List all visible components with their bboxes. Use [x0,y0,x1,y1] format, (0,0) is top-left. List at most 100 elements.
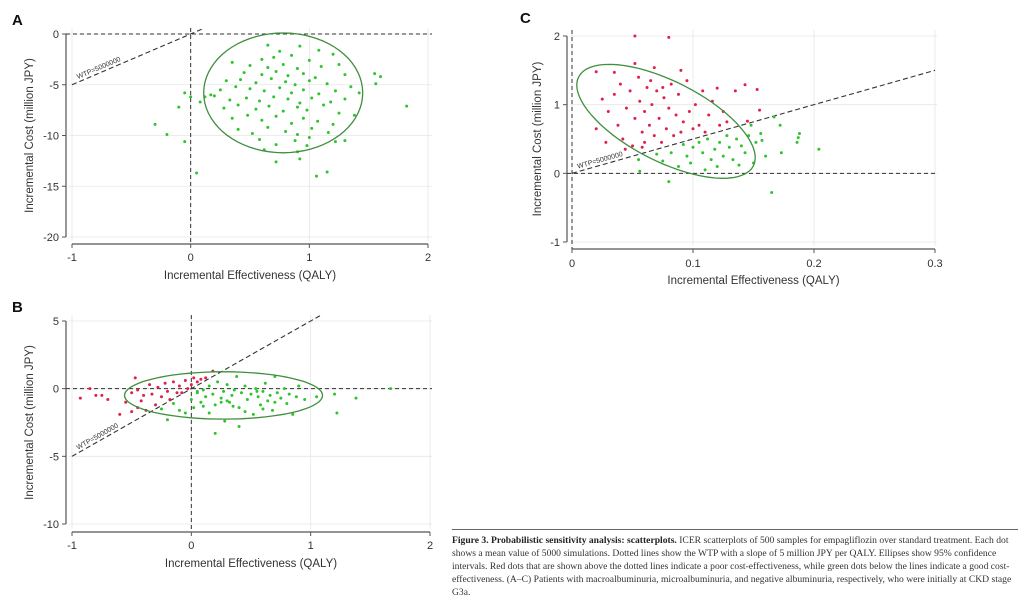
data-point [758,108,762,112]
data-point [286,74,290,78]
data-point [160,407,163,411]
data-point [681,142,685,146]
data-point [195,380,199,384]
data-point [130,410,134,414]
data-point [232,388,236,392]
data-point [691,127,695,131]
data-point [749,123,753,127]
series-poor [594,34,762,151]
data-point [94,393,98,397]
data-point [735,137,739,141]
data-point [263,381,267,385]
data-point [643,140,647,144]
data-point [662,96,666,100]
data-point [124,400,128,404]
y-tick-label: -5 [49,451,59,463]
data-point [703,130,707,134]
data-point [650,103,654,107]
data-point [633,116,637,120]
data-point [223,419,227,423]
data-point [230,393,234,397]
data-point [315,395,319,399]
x-tick-label: 0 [569,258,575,270]
data-point [254,81,258,85]
data-point [333,140,337,144]
y-axis-title: Incremental Cost (million JPY) [24,345,36,500]
data-point [273,400,277,404]
data-point [279,396,283,400]
data-point [661,159,665,163]
data-point [325,82,329,86]
data-point [186,387,190,391]
data-point [770,191,774,195]
x-tick-label: -1 [67,252,77,264]
data-point [337,111,341,115]
data-point [655,152,659,156]
data-point [307,79,311,83]
data-point [718,123,722,127]
data-point [721,154,725,158]
data-point [329,100,333,104]
data-point [209,93,213,97]
data-point [257,99,261,103]
data-point [274,114,278,118]
data-point [177,408,181,412]
y-axis-title: Incremental Cost (million JPY) [532,62,544,217]
data-point [266,399,270,403]
data-point [274,70,278,74]
x-axis-title: Incremental Effectiveness (QALY) [667,275,839,287]
y-axis-title: Incremental Cost (million JPY) [24,58,36,213]
y-tick-label: 5 [53,316,59,328]
data-point [295,105,299,109]
data-point [713,147,717,151]
data-point [207,411,211,415]
data-point [211,392,215,396]
data-point [628,89,632,93]
caption-body: ICER scatterplots of 500 samples for emp… [452,535,1012,598]
data-point [207,384,211,388]
data-point [256,395,260,399]
data-point [667,180,671,184]
data-point [212,94,216,98]
data-point [633,61,637,65]
data-point [260,73,264,77]
y-tick-label: 0 [53,29,59,41]
data-point [150,392,154,396]
data-point [201,388,205,392]
data-point [637,75,641,79]
data-point [237,406,241,410]
data-point [725,120,729,124]
x-tick-label: 2 [427,540,433,552]
data-point [796,136,800,140]
x-tick-label: 0.2 [806,258,821,270]
data-point [248,87,252,91]
data-point [180,391,184,395]
data-point [136,388,140,392]
x-tick-label: -1 [67,540,77,552]
y-tick-label: 0 [554,168,560,180]
caption-title: Figure 3. Probabilistic sensitivity anal… [452,535,677,546]
data-point [254,387,258,391]
series-good [637,115,821,195]
data-point [594,70,598,74]
data-point [326,130,330,134]
data-point [204,376,208,380]
data-point [373,72,377,76]
data-point [274,143,278,147]
data-point [316,119,320,123]
data-point [343,97,347,101]
y-tick-label: 0 [53,384,59,396]
data-point [230,116,234,120]
data-point [305,108,309,112]
data-point [701,89,705,93]
data-point [317,48,321,52]
data-point [754,140,758,144]
data-point [325,170,329,174]
data-point [100,393,104,397]
data-point [661,86,665,89]
data-point [715,164,719,168]
data-point [779,151,783,155]
data-point [251,412,255,416]
data-point [287,392,291,396]
